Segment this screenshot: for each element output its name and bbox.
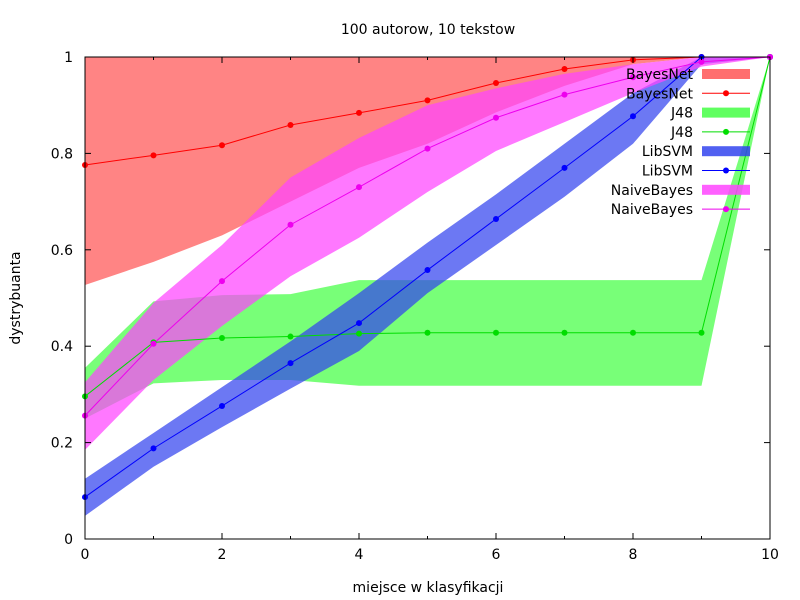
- j48-point: [219, 335, 225, 342]
- legend-point-swatch: [723, 90, 729, 97]
- bayesnet-point: [424, 97, 431, 104]
- legend-label: BayesNet: [626, 86, 693, 102]
- j48-point: [493, 329, 499, 336]
- libsvm-point: [287, 360, 294, 367]
- legend: BayesNet BayesNet J48 J48 LibSVM LibSVM NaiveB…: [611, 67, 750, 218]
- bayesnet-point: [561, 66, 568, 73]
- bayesnet-band: [85, 57, 770, 285]
- naivebayes-band: [85, 57, 770, 450]
- x-axis-label: miejsce w klasyfikacji: [353, 580, 504, 596]
- legend-point-swatch: [723, 206, 729, 213]
- series-points: [82, 54, 773, 501]
- x-tick-label: 8: [629, 547, 638, 563]
- y-tick-label: 0.8: [51, 146, 73, 162]
- y-axis-label: dystrybuanta: [8, 251, 24, 344]
- j48-point: [424, 329, 431, 336]
- chart-title: 100 autorow, 10 tekstow: [341, 22, 515, 38]
- j48-point: [287, 333, 294, 340]
- libsvm-band: [85, 57, 770, 516]
- libsvm-point: [150, 445, 157, 452]
- x-tick-label: 2: [218, 547, 227, 563]
- naivebayes-point: [630, 74, 636, 81]
- naivebayes-point: [356, 184, 362, 191]
- legend-band-swatch: [702, 146, 750, 157]
- legend-band-swatch: [702, 184, 750, 195]
- legend-label: LibSVM: [642, 164, 693, 180]
- naivebayes-point: [424, 145, 431, 152]
- naivebayes-point: [698, 58, 705, 65]
- y-tick-label: 0.4: [51, 339, 73, 355]
- libsvm-point: [561, 164, 568, 171]
- y-tick-label: 0.2: [51, 436, 73, 452]
- x-tick-label: 6: [492, 547, 501, 563]
- legend-band-swatch: [702, 107, 750, 118]
- y-tick-label: 1: [64, 50, 73, 66]
- naivebayes-point: [493, 114, 499, 121]
- naivebayes-point: [287, 221, 294, 228]
- bayesnet-point: [493, 80, 499, 87]
- naivebayes-point: [150, 340, 157, 347]
- legend-point-swatch: [723, 167, 729, 174]
- legend-label: NaiveBayes: [611, 183, 693, 199]
- x-tick-label: 4: [355, 547, 364, 563]
- legend-point-swatch: [723, 128, 729, 135]
- j48-band: [85, 57, 770, 419]
- legend-label: LibSVM: [642, 144, 693, 160]
- y-tick-label: 0: [64, 532, 73, 548]
- j48-point: [356, 330, 362, 337]
- bayesnet-point: [219, 142, 225, 149]
- legend-label: NaiveBayes: [611, 202, 693, 218]
- naivebayes-point: [561, 91, 568, 98]
- bayesnet-point: [150, 152, 157, 159]
- confidence-bands: [85, 57, 770, 516]
- x-tick-label: 10: [761, 547, 779, 563]
- libsvm-point: [493, 215, 499, 222]
- y-axis: 0 0.2 0.4 0.6 0.8 1: [51, 50, 770, 548]
- libsvm-point: [219, 402, 225, 409]
- y-tick-label: 0.6: [51, 243, 73, 259]
- x-axis: 0 2 4 6 8 10: [81, 57, 779, 563]
- libsvm-point: [630, 113, 636, 120]
- legend-label: J48: [670, 106, 693, 122]
- j48-point: [630, 329, 636, 336]
- j48-point: [698, 329, 705, 336]
- bayesnet-point: [356, 109, 362, 116]
- naivebayes-point: [219, 278, 225, 285]
- bayesnet-point: [287, 121, 294, 128]
- legend-label: BayesNet: [626, 67, 693, 83]
- legend-label: J48: [670, 125, 693, 141]
- j48-point: [561, 329, 568, 336]
- libsvm-point: [356, 320, 362, 327]
- legend-band-swatch: [702, 69, 750, 79]
- x-tick-label: 0: [81, 547, 90, 563]
- libsvm-point: [424, 267, 431, 274]
